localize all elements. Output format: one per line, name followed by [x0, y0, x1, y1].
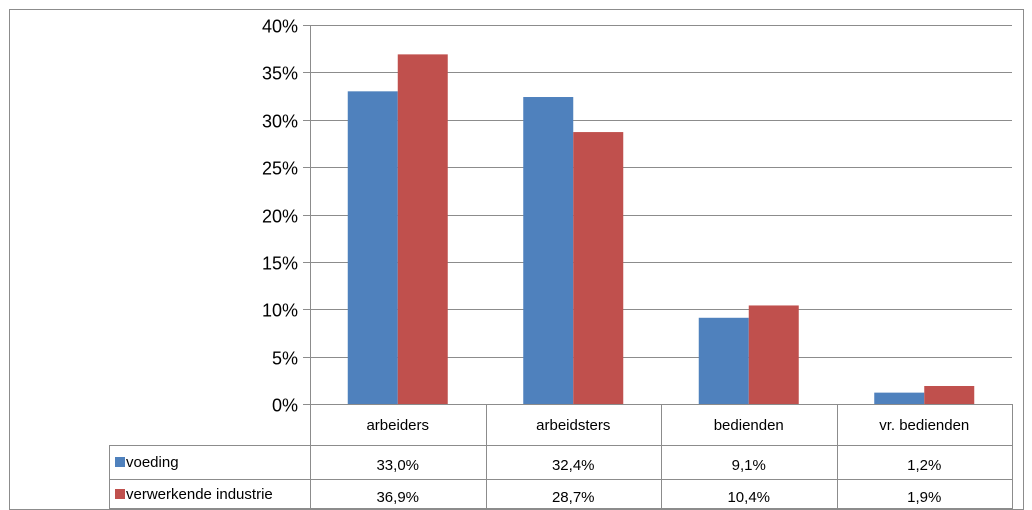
- data-label: 10,4%: [727, 489, 770, 506]
- data-label: 9,1%: [732, 457, 766, 474]
- y-tick-label: 30%: [262, 112, 298, 132]
- bar-verwerkende-industrie-4: [924, 385, 975, 404]
- data-label: 32,4%: [552, 457, 595, 474]
- y-axis: 0% 5% 10% 15% 20% 25% 30% 35% 40%: [262, 17, 311, 509]
- bar-verwerkende-industrie-2: [573, 132, 624, 404]
- bar-voeding-2: [523, 97, 574, 404]
- y-tick-label: 35%: [262, 64, 298, 84]
- chart-border: [9, 9, 1024, 510]
- x-tick-label: arbeidsters: [536, 417, 610, 434]
- y-tick-label: 40%: [262, 17, 298, 37]
- y-tick-label: 0%: [272, 396, 298, 416]
- bar-verwerkende-industrie-1: [397, 54, 448, 405]
- data-label: 28,7%: [552, 489, 595, 506]
- y-tick-label: 20%: [262, 207, 298, 227]
- x-tick-label: vr. bedienden: [879, 417, 969, 434]
- bar-voeding-4: [874, 392, 925, 404]
- x-tick-label: arbeiders: [366, 417, 429, 434]
- data-table: arbeiders arbeidsters bedienden vr. bediend…: [109, 404, 1013, 509]
- bar-voeding-1: [347, 91, 398, 404]
- legend-label: voeding: [126, 454, 179, 471]
- x-tick-label: bedienden: [714, 417, 784, 434]
- y-tick-label: 15%: [262, 254, 298, 274]
- legend-key: [115, 457, 125, 467]
- y-tick-label: 5%: [272, 349, 298, 369]
- bar-voeding-3: [698, 317, 749, 404]
- data-label: 1,2%: [907, 457, 941, 474]
- data-label: 1,9%: [907, 489, 941, 506]
- y-tick-label: 25%: [262, 159, 298, 179]
- data-label: 36,9%: [376, 489, 419, 506]
- legend-label: verwerkende industrie: [126, 486, 273, 503]
- legend-key: [115, 489, 125, 499]
- bars: [347, 54, 975, 405]
- data-label: 33,0%: [376, 457, 419, 474]
- y-tick-label: 10%: [262, 301, 298, 321]
- bar-verwerkende-industrie-3: [748, 305, 799, 404]
